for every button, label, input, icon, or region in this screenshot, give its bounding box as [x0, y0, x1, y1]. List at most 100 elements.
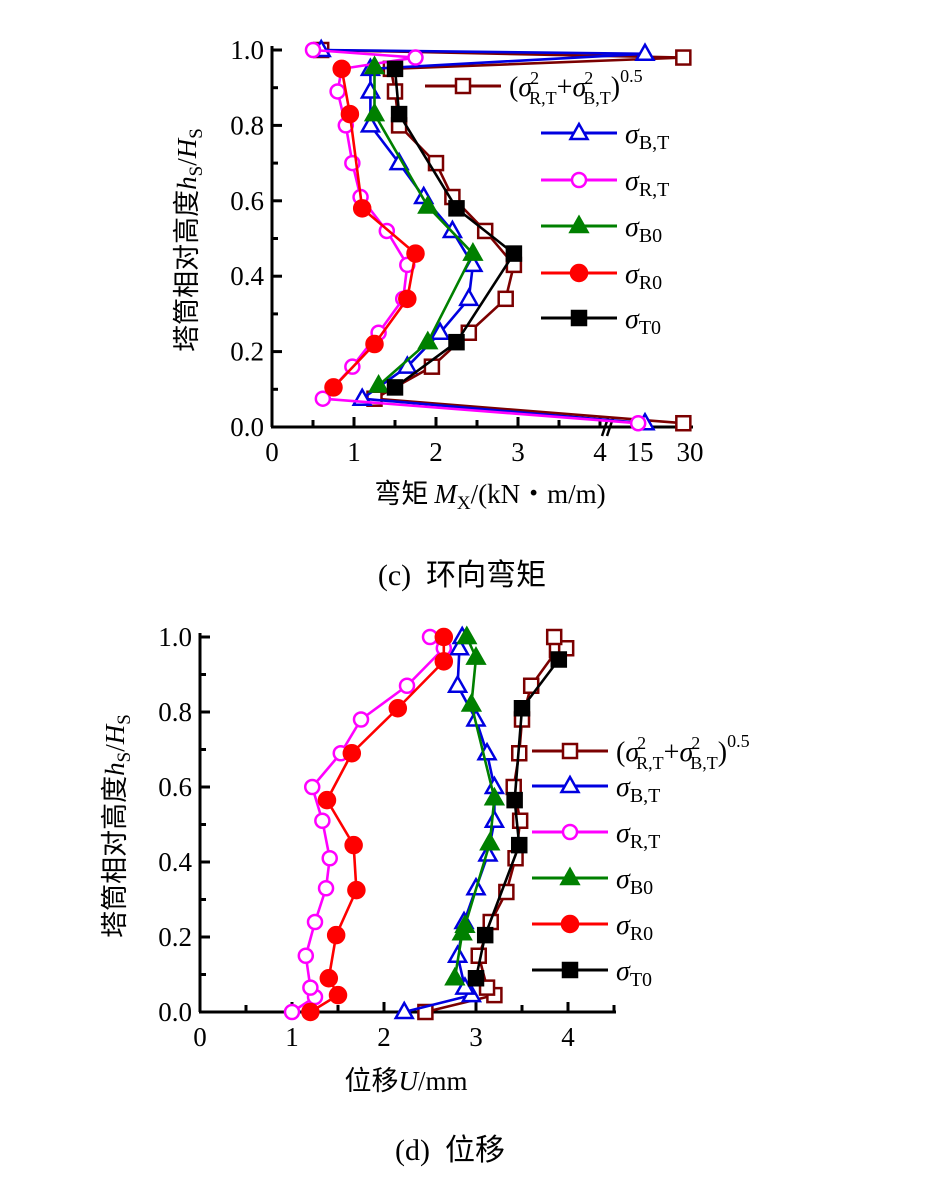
chart-c-series-5 [386, 60, 523, 396]
y-tick-label: 0.2 [230, 337, 264, 367]
x-tick-label: 1 [285, 1022, 299, 1052]
chart-c-legend: (σ2 R,T+σ2 B,T)0.5 σB,T σR,T σB0 σR0 σT0 [425, 66, 669, 339]
legend-item: σB0 [532, 864, 653, 899]
y-tick-label: 1.0 [158, 622, 192, 652]
legend-item: σB0 [541, 212, 662, 247]
legend-marker [559, 774, 581, 794]
data-point-marker [417, 330, 439, 350]
x-tick-label: 0 [193, 1022, 207, 1052]
x-tick-label: 2 [429, 437, 443, 467]
x-tick-label: 1 [347, 437, 361, 467]
legend-label: (σ2 R,T+σ2 B,T)0.5 [509, 66, 643, 108]
chart-d-y-axis-label: 塔筒相对高度hS/HS [100, 714, 135, 938]
x-tick-label: 15 [627, 437, 654, 467]
chart-c-series-3 [363, 55, 484, 393]
legend-label: σB,T [625, 119, 669, 154]
x-tick-label: 3 [469, 1022, 483, 1052]
legend-item: σR,T [532, 818, 660, 853]
data-point-marker [444, 966, 466, 986]
chart-d-series-2 [283, 628, 453, 1021]
chart-c-caption: (c) 环向弯矩 [378, 559, 546, 592]
data-point-marker [386, 379, 404, 396]
legend-marker [569, 263, 589, 283]
legend-label: σB0 [616, 864, 653, 899]
legend-marker [570, 171, 588, 189]
data-point-marker [462, 242, 484, 261]
data-point-marker [417, 194, 439, 214]
data-point-marker [317, 880, 335, 897]
data-point-marker [365, 334, 384, 354]
data-point-marker [363, 102, 386, 122]
data-point-marker [454, 914, 476, 933]
y-tick-label: 0.4 [158, 847, 192, 877]
legend-label: σR,T [616, 818, 660, 853]
data-point-marker [314, 812, 331, 829]
data-point-marker [483, 786, 506, 806]
legend-label: σR,T [625, 166, 669, 201]
chart-c-series [304, 38, 692, 432]
data-point-marker [363, 55, 386, 75]
data-point-marker [434, 627, 454, 647]
legend-label: σT0 [616, 956, 652, 991]
data-point-marker [328, 985, 348, 1005]
data-point-marker [448, 200, 465, 217]
legend-item: σT0 [532, 956, 652, 991]
data-point-marker [329, 83, 346, 100]
chart-d-axes: 0.0 0.2 0.4 0.6 0.8 1.0 0 1 2 3 4 [158, 622, 616, 1052]
legend-marker [570, 309, 588, 327]
data-point-marker [317, 790, 337, 810]
legend-marker [568, 121, 590, 141]
legend-item: (σ2 R,T+σ2 B,T)0.5 [425, 66, 643, 108]
data-point-marker [321, 850, 338, 867]
data-point-marker [550, 651, 568, 668]
x-tick-label: 2 [377, 1022, 391, 1052]
data-point-marker [406, 244, 425, 263]
legend-marker [561, 961, 579, 979]
data-point-marker [283, 1003, 301, 1021]
data-point-marker [446, 674, 469, 693]
y-tick-label: 0.0 [158, 997, 192, 1027]
chart-d-series [283, 625, 575, 1022]
data-point-marker [479, 831, 501, 851]
x-tick-label: 0 [265, 437, 279, 467]
data-point-marker [386, 83, 404, 100]
data-point-marker [434, 652, 454, 671]
data-point-marker [367, 373, 390, 393]
legend-label: σB0 [625, 212, 662, 247]
legend-label: σR0 [625, 259, 662, 294]
data-point-marker [465, 646, 487, 665]
data-point-marker [344, 835, 363, 855]
data-point-marker [429, 321, 451, 340]
data-point-marker [390, 105, 408, 123]
data-point-marker [304, 41, 322, 59]
legend-label: σB,T [616, 772, 660, 807]
data-point-marker [359, 79, 382, 99]
x-tick-label: 3 [511, 437, 525, 467]
data-point-marker [306, 913, 324, 931]
data-point-marker [352, 711, 370, 728]
data-point-marker [352, 199, 372, 218]
data-point-marker [476, 926, 494, 944]
data-point-marker [510, 836, 528, 854]
chart-d-legend: (σ2 R,T+σ2 B,T)0.5σB,T σR,T σB0 σR0 σT0 [532, 731, 750, 991]
legend-item: σT0 [541, 304, 661, 339]
data-point-marker [456, 625, 478, 645]
chart-c-axes: 0.0 0.2 0.4 0.6 0.8 1.0 0 1 2 3 4 15 30 [230, 35, 703, 467]
chart-d-series-3 [444, 625, 506, 986]
chart-d-caption: (d) 位移 [395, 1134, 505, 1167]
y-tick-label: 0.2 [158, 922, 192, 952]
data-point-marker [458, 287, 480, 307]
y-tick-label: 0.4 [230, 261, 264, 291]
chart-d-series-5 [467, 651, 568, 987]
data-point-marker [398, 677, 416, 694]
legend-marker [560, 914, 580, 934]
chart-c-series-4 [324, 59, 425, 397]
data-point-marker [467, 970, 485, 987]
data-point-marker [388, 699, 408, 718]
data-point-marker [359, 113, 382, 133]
y-tick-label: 0.8 [230, 110, 264, 140]
chart-d-x-axis-label: 位移U/mm [344, 1066, 467, 1096]
legend-marker [559, 866, 581, 886]
legend-item: σR,T [541, 166, 669, 201]
